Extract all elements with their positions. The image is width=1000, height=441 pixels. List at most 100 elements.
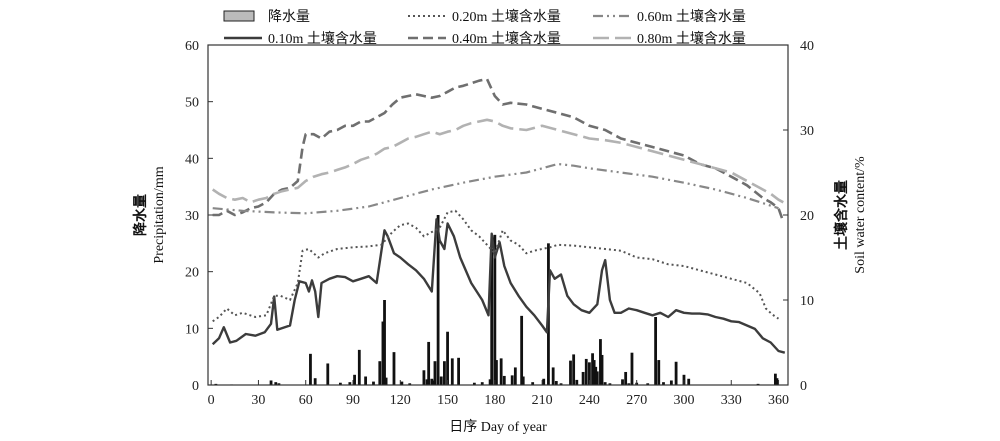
precipitation-bar [773,373,777,385]
legend-label: 降水量 [268,9,310,25]
precipitation-bar [450,358,454,385]
precipitation-bar [521,376,525,385]
y-left-tick-label: 40 [185,152,199,167]
y-left-axis-title-cn: 降水量 [132,194,149,236]
y-left-tick-label: 0 [192,379,199,394]
precipitation-bar [687,378,691,385]
x-tick-label: 60 [299,393,313,408]
precipitation-bar [443,361,446,385]
x-tick-label: 120 [390,393,411,408]
soil-moisture-line-4 [212,162,779,215]
y-left-tick-label: 30 [185,209,199,224]
precipitation-bar [559,383,563,385]
y-right-tick-label: 30 [800,124,814,139]
plot-frame [207,44,789,386]
x-axis-title: 日序 Day of year [449,419,547,435]
soil-moisture-line-2 [212,209,780,323]
legend-label: 0.20m 土壤含水量 [452,8,561,25]
precipitation-bar [621,379,624,385]
precipitation-bar [594,366,598,385]
precipitation-bar [603,382,607,385]
x-tick-label: 240 [579,393,600,408]
precipitation-bar [669,380,673,385]
precipitation-bar [595,371,599,385]
precipitation-bar [274,382,278,385]
precipitation-bar [357,349,361,385]
x-tick-label: 30 [251,393,265,408]
y-left-tick-label: 60 [185,39,199,54]
x-tick-label: 150 [437,393,458,408]
precipitation-bar [662,382,665,385]
y-right-tick-label: 10 [800,294,814,309]
legend-swatch-bar [223,10,255,22]
legend-label: 0.60m 土壤含水量 [637,8,746,25]
soil-moisture-line-3 [212,77,785,223]
precipitation-bar [588,362,591,385]
precipitation-bar [554,381,558,385]
y-left-axis-title-en: Precipitation/mm [152,166,167,263]
y-left-tick-label: 20 [185,266,199,281]
legend-label: 0.80m 土壤含水量 [637,30,746,47]
precipitation-bar [569,360,572,385]
precipitation-bar [384,377,388,385]
precipitation-bar [378,361,382,385]
precipitation-bar [599,339,602,385]
precipitation-bar [457,357,460,385]
precipitation-bar [427,341,431,385]
precipitation-bar [425,379,429,385]
soil-moisture-line-5 [211,118,784,204]
precipitation-bar [775,378,779,385]
legend-label: 0.10m 土壤含水量 [268,30,377,47]
precipitation-bar [436,215,440,385]
precipitation-bar [495,360,498,385]
precipitation-bar [499,358,503,385]
precipitation-bar [269,380,273,385]
precipitation-bar [446,331,449,385]
x-tick-label: 0 [208,393,215,408]
precipitation-bar [313,378,317,385]
precipitation-bar [502,375,506,385]
precipitation-bar [408,383,412,385]
precipitation-bar [682,374,686,385]
precipitation-bar [520,315,524,385]
precipitation-bar [490,249,494,385]
plot-area [211,77,786,385]
precipitation-bar [600,354,604,385]
precipitation-bar [608,383,612,385]
precipitation-bar [338,382,342,385]
precipitation-bar [480,382,484,385]
precipitation-bar [531,382,535,385]
x-tick-label: 180 [484,393,505,408]
precipitation-bar [575,379,579,385]
precipitation-bar [493,234,497,385]
precipitation-bar [510,375,514,385]
precipitation-bar [584,358,588,385]
precipitation-bar [348,382,352,385]
precipitation-bar [657,360,661,385]
precipitation-bar [392,352,396,385]
x-tick-label: 360 [768,393,789,408]
precipitation-bar [646,383,650,385]
precipitation-bar [353,374,356,385]
precipitation-bar [400,381,404,385]
axes: 0 30 60 90 120 150 180 210 240 270 300 330 360010203… [185,39,814,408]
soil-moisture-line-1 [211,218,786,354]
y-right-axis-title-cn: 土壤含水量 [833,180,850,250]
precipitation-bar [372,381,375,385]
legend-label: 0.40m 土壤含水量 [452,30,561,47]
precipitation-bar [431,380,435,385]
precipitation-bar [542,378,546,385]
y-right-axis-title-en: Soil water content/% [853,156,868,274]
precipitation-bar [551,367,555,385]
x-tick-label: 90 [346,393,360,408]
precipitation-bar [592,360,596,385]
precipitation-bar [381,321,385,385]
precipitation-bar [422,370,426,385]
y-right-tick-label: 20 [800,209,814,224]
precipitation-bar [472,382,476,385]
precipitation-bar [383,300,386,385]
precipitation-bar [277,383,281,385]
precipitation-bar [439,376,443,385]
